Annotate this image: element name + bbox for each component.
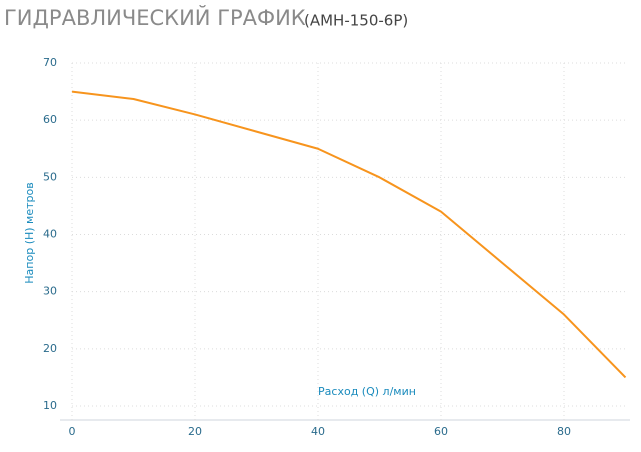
data-line bbox=[71, 90, 627, 379]
y-tick-label: 50 bbox=[43, 170, 57, 183]
x-tick-label: 0 bbox=[69, 425, 76, 438]
y-tick-label: 60 bbox=[43, 113, 57, 126]
y-tick-label: 40 bbox=[43, 228, 57, 241]
x-tick-label: 40 bbox=[311, 425, 325, 438]
chart-subtitle: (АМН-150-6Р) bbox=[304, 12, 408, 30]
y-axis-label: Напор (H) метров bbox=[23, 182, 36, 283]
x-tick-label: 60 bbox=[434, 425, 448, 438]
y-tick-label: 20 bbox=[43, 342, 57, 355]
x-axis-label: Расход (Q) л/мин bbox=[318, 385, 416, 398]
x-tick-label: 20 bbox=[188, 425, 202, 438]
y-tick-label: 70 bbox=[43, 56, 57, 69]
y-tick-label: 30 bbox=[43, 285, 57, 298]
chart-title: ГИДРАВЛИЧЕСКИЙ ГРАФИК bbox=[4, 5, 306, 30]
y-tick-label: 10 bbox=[43, 399, 57, 412]
x-tick-label: 80 bbox=[557, 425, 571, 438]
